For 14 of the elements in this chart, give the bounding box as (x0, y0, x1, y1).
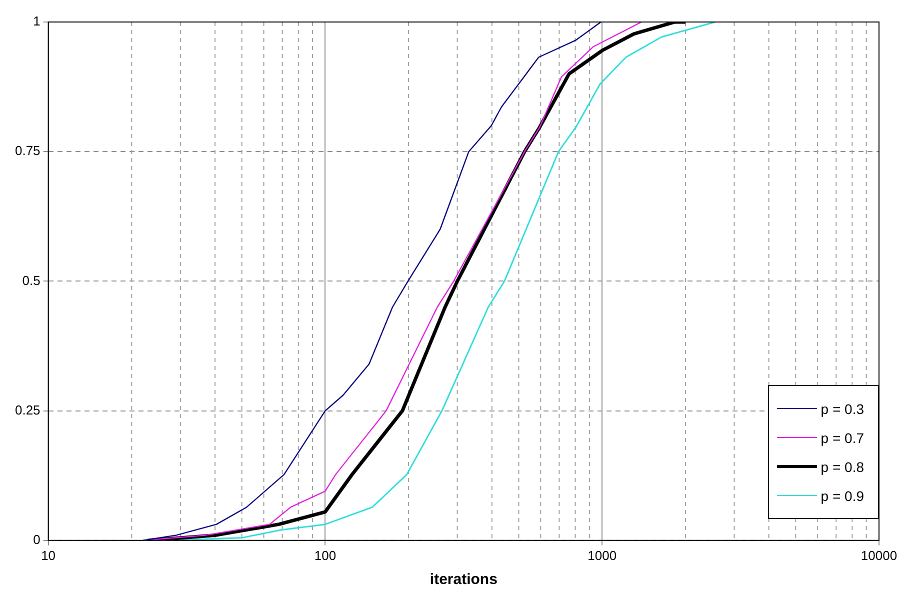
x-tick-label: 10 (41, 548, 56, 563)
y-tick-label: 0.75 (14, 143, 40, 158)
x-tick-label: 10000 (860, 548, 898, 563)
x-axis-title: iterations (430, 571, 498, 588)
x-tick-label: 1000 (588, 548, 617, 563)
y-tick-label: 0.5 (22, 272, 40, 288)
legend-label: p = 0.3 (820, 400, 864, 416)
y-tick-label: 0 (33, 532, 40, 547)
y-tick-label: 1 (33, 14, 40, 29)
legend-label: p = 0.9 (820, 488, 864, 504)
y-tick-label: 0.25 (14, 402, 40, 418)
legend-label: p = 0.7 (820, 430, 864, 446)
x-tick-label: 100 (314, 548, 336, 563)
legend-label: p = 0.8 (820, 458, 864, 474)
